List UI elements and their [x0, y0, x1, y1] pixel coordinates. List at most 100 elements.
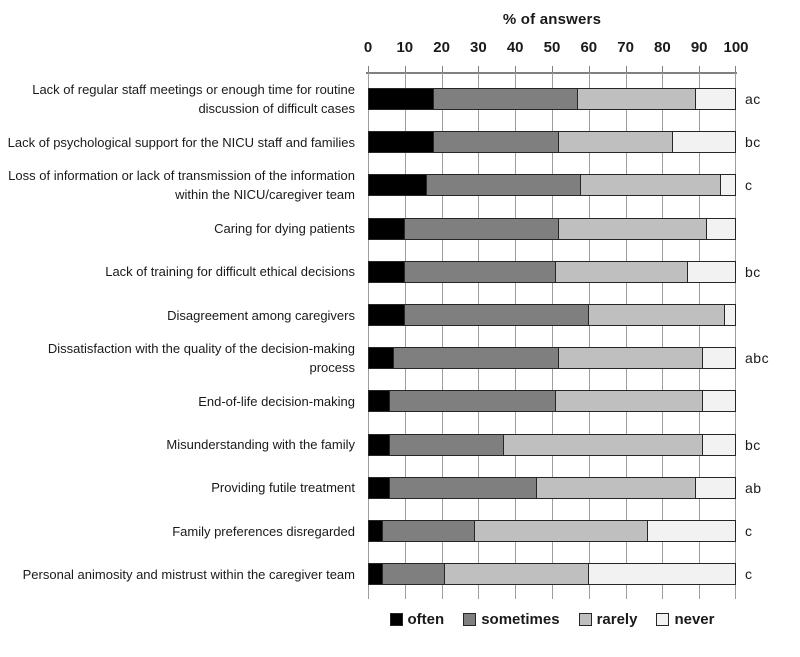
x-axis-tick-mark — [662, 66, 664, 72]
legend-label: often — [407, 611, 445, 628]
bar-segment-rarely — [537, 476, 696, 499]
bar-segment-sometimes — [390, 476, 538, 499]
bottom-tick-mark — [552, 593, 553, 599]
bar-segment-often — [368, 131, 435, 154]
bar-segment-rarely — [474, 520, 648, 542]
x-tick-label: 20 — [433, 39, 450, 56]
x-tick-label: 100 — [723, 39, 749, 56]
gridline — [404, 73, 406, 593]
bar-segment-rarely — [581, 174, 722, 197]
legend-label: rarely — [596, 611, 638, 628]
x-axis-tick-mark — [625, 66, 627, 72]
legend-swatch-never — [656, 613, 670, 626]
legend-item-sometimes: sometimes — [463, 611, 560, 628]
bar-segment-rarely — [559, 217, 707, 240]
bar-segment-never — [702, 347, 736, 370]
annotation-letter: ab — [745, 479, 762, 496]
bottom-tick-mark — [404, 593, 406, 599]
gridline — [588, 73, 590, 593]
legend-item-often: often — [389, 611, 445, 628]
plot-area — [366, 66, 737, 599]
x-tick-label: 40 — [506, 39, 524, 56]
annotation-letter: bc — [745, 436, 761, 453]
bar-segment-sometimes — [434, 88, 578, 110]
annotation-letter: bc — [745, 263, 761, 280]
category-label: Personal animosity and mistrust within t… — [22, 566, 355, 582]
bar-segment-sometimes — [404, 304, 589, 326]
x-axis-tick-mark — [441, 66, 443, 72]
bar-row — [368, 433, 736, 456]
bar-segment-sometimes — [382, 520, 475, 542]
bar-segment-sometimes — [393, 347, 560, 370]
bar-segment-often — [368, 390, 391, 413]
x-tick-label: 90 — [690, 39, 708, 56]
annotation-letter: c — [745, 566, 753, 583]
x-tick-label: 50 — [543, 39, 561, 56]
bar-segment-never — [673, 131, 736, 154]
category-label: Lack of psychological support for the NI… — [7, 134, 355, 150]
bottom-tick-mark — [625, 593, 627, 599]
bar-segment-never — [724, 304, 736, 326]
bar-segment-sometimes — [390, 390, 556, 413]
bar-segment-never — [647, 520, 736, 542]
x-tick-label: 80 — [654, 39, 671, 56]
bar-row — [368, 260, 736, 283]
bottom-tick-mark — [699, 593, 701, 599]
gridline — [478, 73, 480, 593]
bar-row — [368, 174, 736, 197]
bar-segment-sometimes — [404, 260, 556, 283]
bar-segment-sometimes — [426, 174, 582, 197]
bar-segment-often — [368, 433, 391, 456]
gridline — [735, 73, 736, 593]
bar-row — [368, 347, 736, 370]
gridline — [662, 73, 664, 593]
x-tick-label: 70 — [617, 39, 634, 56]
bar-row — [368, 476, 736, 499]
bottom-tick-mark — [515, 593, 517, 599]
bar-segment-often — [368, 304, 405, 326]
bottom-tick-mark — [735, 593, 736, 599]
x-axis-tick-labels: 0 10 20 30 40 50 60 70 80 90 100 — [364, 39, 749, 59]
bar-segment-rarely — [559, 131, 674, 154]
category-label: Family preferences disregarded — [172, 523, 355, 539]
legend-swatch-often — [389, 613, 403, 626]
annotation-letter: c — [745, 523, 753, 539]
x-axis-line — [366, 72, 737, 74]
category-label: End-of-life decision-making — [198, 393, 355, 409]
bar-segment-often — [368, 174, 427, 197]
category-label: Providing futile treatment — [211, 480, 355, 496]
significance-annotations: ac bc c bc abc bc ab c c — [745, 73, 799, 593]
bar-segment-rarely — [555, 390, 703, 413]
legend: often sometimes rarely never — [368, 611, 736, 628]
legend-label: never — [674, 611, 715, 628]
bar-segment-never — [695, 88, 736, 110]
legend-label: sometimes — [481, 611, 560, 628]
bar-segment-never — [588, 563, 736, 586]
bar-segment-rarely — [555, 260, 689, 283]
bottom-tick-mark — [588, 593, 590, 599]
annotation-letter: abc — [745, 350, 770, 367]
x-axis-tick-mark — [515, 66, 517, 72]
bottom-tick-mark — [441, 593, 443, 599]
bar-segment-rarely — [559, 347, 703, 370]
bar-segment-often — [368, 563, 383, 586]
x-axis-tick-mark — [478, 66, 480, 72]
legend-item-rarely: rarely — [578, 611, 638, 628]
category-label: Loss of information or lack of transmiss… — [8, 168, 355, 203]
bar-row — [368, 217, 736, 240]
legend-item-never: never — [656, 611, 714, 628]
category-label: Misunderstanding with the family — [166, 437, 355, 453]
bar-row — [368, 304, 736, 326]
category-label: Caring for dying patients — [214, 221, 355, 237]
bar-segment-rarely — [504, 433, 703, 456]
bar-segment-never — [702, 390, 736, 413]
x-tick-label: 0 — [363, 39, 373, 56]
bar-segment-rarely — [588, 304, 725, 326]
bar-segment-never — [721, 174, 736, 197]
bar-row — [368, 520, 736, 542]
x-axis-tick-mark — [552, 66, 553, 72]
bottom-tick-mark — [368, 593, 369, 599]
gridline — [625, 73, 627, 593]
category-label: Lack of regular staff meetings or enough… — [32, 82, 355, 116]
